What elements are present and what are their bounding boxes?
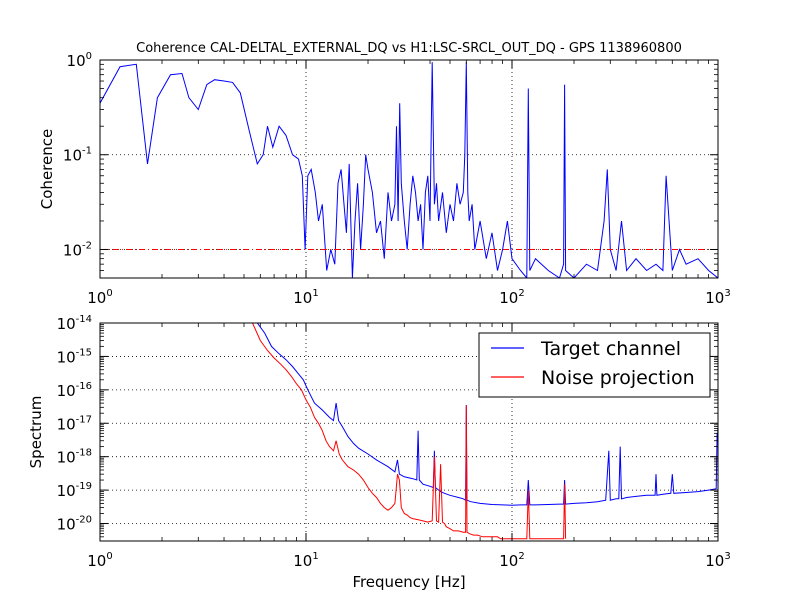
series-line-1 xyxy=(252,323,567,540)
x-tick-label: 101 xyxy=(293,551,318,570)
coherence-series xyxy=(100,62,718,278)
series-line-0 xyxy=(100,62,718,278)
y-tick-label: 10-20 xyxy=(57,515,92,534)
spectrum-ylabel: Spectrum xyxy=(27,396,45,469)
coherence-frame xyxy=(99,59,719,279)
y-tick-label: 10-19 xyxy=(57,481,92,500)
spectrum-frame xyxy=(99,322,719,542)
spectrum-ticks: 100 101 102 103 10-14 10-15 10-16 10-17 10-18 10-… xyxy=(57,314,731,570)
legend-label-target: Target channel xyxy=(540,338,681,360)
coherence-plot: Coherence CAL-DELTAL_EXTERNAL_DQ vs H1:L… xyxy=(38,41,731,307)
y-tick-label: 10-18 xyxy=(57,448,92,467)
legend-label-noise: Noise projection xyxy=(541,367,695,389)
x-tick-label: 100 xyxy=(87,288,112,307)
spectrum-series xyxy=(252,323,718,540)
coherence-title: Coherence CAL-DELTAL_EXTERNAL_DQ vs H1:L… xyxy=(136,41,682,56)
spectrum-plot: 100 101 102 103 10-14 10-15 10-16 10-17 10-18 10-… xyxy=(27,314,731,591)
x-tick-label: 103 xyxy=(705,551,730,570)
coherence-ylabel: Coherence xyxy=(38,129,56,209)
legend: Target channel Noise projection xyxy=(478,332,711,398)
spectrum-grid xyxy=(100,323,718,541)
spectrum-xlabel: Frequency [Hz] xyxy=(352,573,465,591)
x-tick-label: 100 xyxy=(87,551,112,570)
x-tick-label: 103 xyxy=(705,288,730,307)
y-tick-label: 100 xyxy=(67,51,92,70)
y-tick-label: 10-15 xyxy=(57,347,92,366)
y-tick-label: 10-17 xyxy=(57,414,92,433)
x-tick-label: 102 xyxy=(499,288,524,307)
coherence-plot-area xyxy=(100,60,718,278)
y-tick-label: 10-16 xyxy=(57,381,92,400)
legend-box xyxy=(478,332,711,398)
coherence-ticks: 100 101 102 103 100 10-1 10-2 xyxy=(63,51,731,307)
y-tick-label: 10-14 xyxy=(57,314,92,333)
y-tick-label: 10-1 xyxy=(63,146,92,165)
y-tick-label: 10-2 xyxy=(63,240,92,259)
x-tick-label: 102 xyxy=(499,551,524,570)
x-tick-label: 101 xyxy=(293,288,318,307)
series-line-0 xyxy=(256,323,718,506)
